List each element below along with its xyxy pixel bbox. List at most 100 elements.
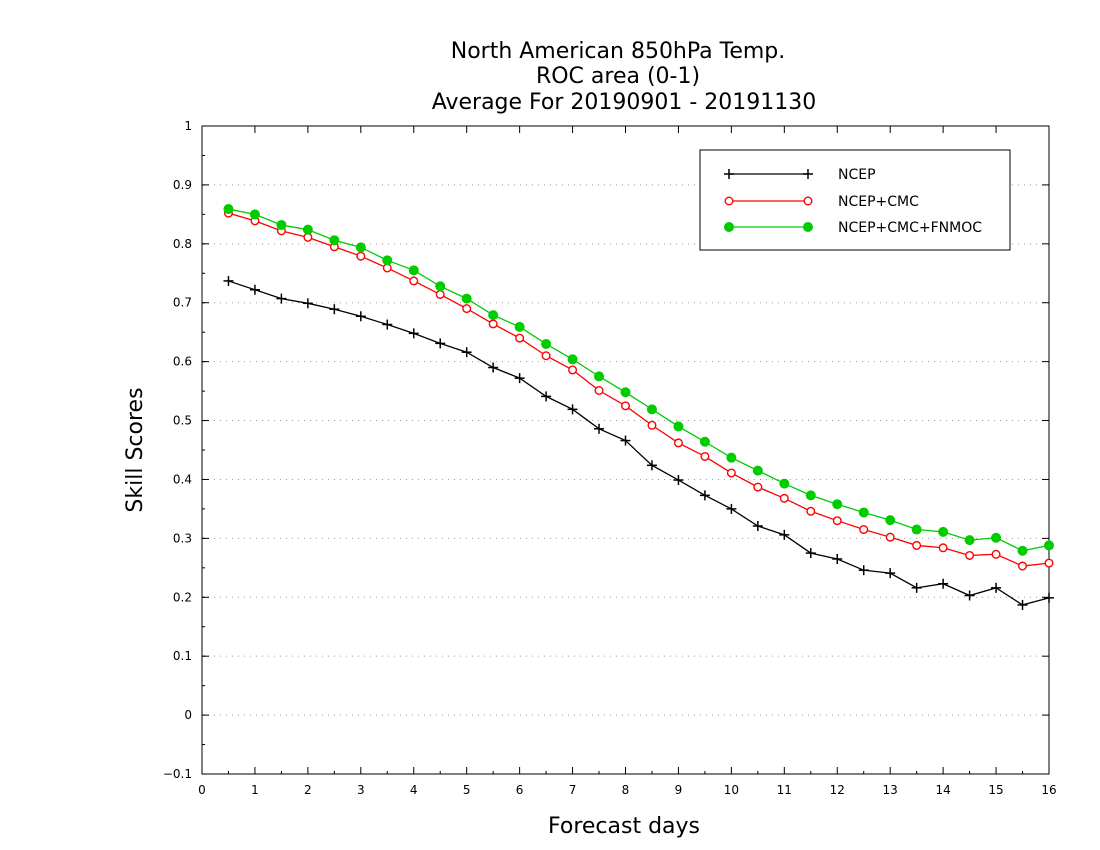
data-point xyxy=(805,548,816,559)
legend-marker xyxy=(724,222,734,232)
data-point xyxy=(858,507,869,518)
x-tick-label: 14 xyxy=(935,783,950,797)
data-point xyxy=(832,516,842,526)
y-tick-label: 0.5 xyxy=(173,414,192,428)
y-tick-label: 0.9 xyxy=(173,178,192,192)
data-point xyxy=(699,490,710,501)
data-point xyxy=(567,354,578,365)
x-axis-label: Forecast days xyxy=(548,814,700,839)
data-point xyxy=(541,391,552,402)
data-point xyxy=(594,386,604,396)
legend-item: NCEP+CMC xyxy=(724,194,919,210)
y-tick-label: 0.3 xyxy=(173,531,192,545)
data-point xyxy=(461,347,472,358)
legend-marker xyxy=(803,169,813,179)
data-point xyxy=(726,452,737,463)
data-point xyxy=(673,475,684,486)
x-tick-label: 3 xyxy=(357,783,365,797)
y-tick-label: −0.1 xyxy=(163,767,192,781)
data-point xyxy=(567,404,578,415)
data-point xyxy=(488,310,499,321)
y-axis-label: Skill Scores xyxy=(123,387,148,512)
data-point xyxy=(276,219,287,230)
series-group xyxy=(223,204,1054,610)
x-tick-label: 11 xyxy=(777,783,792,797)
y-axis: −0.1 0 0.1 0.2 0.3 0.4 0.5 0.6 0.7 0.8 0.9 1 xyxy=(163,119,1049,781)
data-point xyxy=(568,365,578,375)
y-tick-label: 0.2 xyxy=(173,590,192,604)
data-point xyxy=(355,242,366,253)
data-point xyxy=(249,209,260,220)
data-point xyxy=(832,553,843,564)
y-tick-label: 0.4 xyxy=(173,472,192,486)
series-line xyxy=(228,208,1050,552)
legend-label: NCEP+CMC xyxy=(838,194,919,210)
data-point xyxy=(356,251,366,261)
data-point xyxy=(858,565,869,576)
x-tick-label: 15 xyxy=(988,783,1003,797)
data-point xyxy=(223,204,234,215)
data-point xyxy=(991,549,1001,559)
data-point xyxy=(673,438,683,448)
legend-marker xyxy=(803,222,813,232)
data-point xyxy=(991,582,1002,593)
data-point xyxy=(620,387,631,398)
data-point xyxy=(382,319,393,330)
data-point xyxy=(726,468,736,478)
x-tick-label: 6 xyxy=(516,783,524,797)
x-tick-label: 7 xyxy=(569,783,577,797)
data-point xyxy=(779,478,790,489)
data-point xyxy=(673,421,684,432)
data-point xyxy=(964,590,975,601)
data-point xyxy=(965,550,975,560)
data-point xyxy=(329,235,340,246)
data-point xyxy=(594,423,605,434)
data-point xyxy=(938,526,949,537)
data-point xyxy=(938,543,948,553)
legend-marker xyxy=(724,196,734,206)
data-point xyxy=(646,460,657,471)
y-tick-label: 0 xyxy=(184,708,192,722)
chart-title-line-2: ROC area (0-1) xyxy=(536,64,700,89)
data-point xyxy=(885,568,896,579)
x-tick-label: 2 xyxy=(304,783,312,797)
data-point xyxy=(276,293,287,304)
y-tick-label: 0.1 xyxy=(173,649,192,663)
data-point xyxy=(964,535,975,546)
data-point xyxy=(911,582,922,593)
data-point xyxy=(1017,545,1028,556)
legend-item: NCEP xyxy=(724,167,876,183)
data-point xyxy=(435,289,445,299)
x-axis: 0 1 2 3 4 5 6 7 8 9 10 11 12 13 14 15 16 xyxy=(198,126,1057,797)
data-point xyxy=(991,532,1002,543)
y-tick-label: 1 xyxy=(184,119,192,133)
data-point xyxy=(647,420,657,430)
y-tick-label: 0.7 xyxy=(173,296,192,310)
data-point xyxy=(912,540,922,550)
legend-box xyxy=(699,149,1011,251)
x-tick-label: 1 xyxy=(251,783,259,797)
series-ncep xyxy=(223,275,1054,610)
data-point xyxy=(249,284,260,295)
data-point xyxy=(302,298,313,309)
data-point xyxy=(488,319,498,329)
y-tick-label: 0.6 xyxy=(173,355,192,369)
data-point xyxy=(1044,592,1054,603)
data-point xyxy=(515,333,525,343)
data-point xyxy=(726,503,737,514)
series-line xyxy=(228,212,1050,567)
data-point xyxy=(541,338,552,349)
data-point xyxy=(1018,561,1028,571)
data-point xyxy=(1044,540,1054,551)
data-point xyxy=(223,275,234,286)
data-point xyxy=(355,311,366,322)
data-point xyxy=(752,520,763,531)
x-tick-label: 12 xyxy=(830,783,845,797)
data-point xyxy=(435,281,446,292)
data-point xyxy=(514,373,525,384)
data-point xyxy=(302,224,313,235)
legend-label: NCEP xyxy=(838,167,876,183)
data-point xyxy=(699,436,710,447)
data-point xyxy=(488,362,499,373)
